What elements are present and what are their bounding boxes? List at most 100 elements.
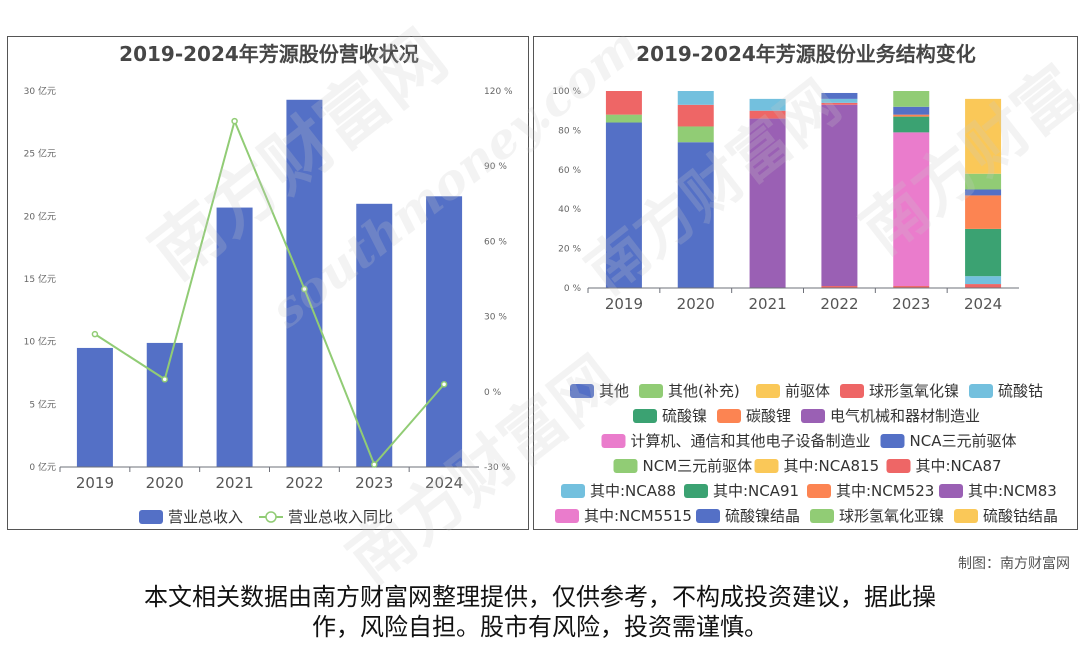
legend-label: 前驱体 xyxy=(785,382,830,400)
stack-segment xyxy=(965,195,1002,229)
revenue-bar xyxy=(76,347,113,467)
stack-segment xyxy=(677,126,714,143)
stack-segment xyxy=(605,122,642,289)
y-tick-label: 0 % xyxy=(564,284,582,294)
y-left-tick-label: 0 亿元 xyxy=(29,461,56,473)
yoy-line xyxy=(94,117,445,467)
legend-swatch xyxy=(939,484,963,498)
legend-label: 硫酸镍 xyxy=(662,407,707,425)
legend-label: 其中:NCA88 xyxy=(590,482,676,500)
legend-swatch xyxy=(633,409,657,423)
revenue-bar xyxy=(146,342,183,467)
yoy-point xyxy=(161,376,168,383)
y-left-tick-label: 15 亿元 xyxy=(24,273,56,285)
structure-chart-panel: 2019-2024年芳源股份业务结构变化 0 % 20 % 40 % 60 % 80 % 1… xyxy=(533,36,1078,530)
legend-label: 碳酸锂 xyxy=(746,407,791,425)
legend-swatch xyxy=(801,409,825,423)
y-right-tick-label: 90 % xyxy=(484,162,507,172)
stack-segment xyxy=(677,104,714,127)
y-left-tick-label: 20 亿元 xyxy=(24,210,56,222)
legend-swatch xyxy=(880,434,905,448)
legend-swatch xyxy=(969,384,993,398)
legend-swatch xyxy=(807,484,831,498)
legend-label: 计算机、通信和其他电子设备制造业 xyxy=(631,432,871,450)
x-tick-label: 2019 xyxy=(76,474,114,492)
stack-segment xyxy=(893,132,930,287)
y-right-tick-label: 120 % xyxy=(484,87,513,97)
legend-label: 其中:NCM5515 xyxy=(584,507,692,525)
legend-label: 其中:NCM523 xyxy=(836,482,934,500)
stack-segment xyxy=(677,142,714,288)
y-left-tick-label: 30 亿元 xyxy=(24,85,56,97)
chart-title: 2019-2024年芳源股份营收状况 xyxy=(119,42,419,66)
x-tick-label: 2024 xyxy=(964,295,1002,313)
yoy-point xyxy=(91,330,99,338)
legend-swatch xyxy=(840,384,864,398)
legend-label: NCM三元前驱体 xyxy=(643,457,753,475)
stack-segment xyxy=(893,91,930,107)
legend-swatch xyxy=(684,484,708,498)
legend-label: 硫酸钴结晶 xyxy=(983,507,1058,525)
y-left-tick-label: 5 亿元 xyxy=(29,398,56,410)
x-tick-label: 2020 xyxy=(677,295,715,313)
y-right-tick-label: -30 % xyxy=(484,463,511,473)
stack-segment xyxy=(749,118,786,288)
legend-swatch xyxy=(886,459,911,473)
chart-title: 2019-2024年芳源股份业务结构变化 xyxy=(636,42,976,66)
x-tick-label: 2022 xyxy=(285,474,323,492)
y-left-tick-label: 25 亿元 xyxy=(24,148,56,160)
stack-segment xyxy=(821,104,858,287)
legend-label: 其中:NCA91 xyxy=(713,482,799,500)
y-tick-label: 20 % xyxy=(558,245,581,255)
x-tick-label: 2019 xyxy=(605,295,643,313)
x-tick-label: 2021 xyxy=(748,295,786,313)
y-right-tick-label: 0 % xyxy=(484,388,502,398)
legend-label: 营业总收入 xyxy=(168,508,243,526)
legend-swatch xyxy=(756,384,780,398)
y-tick-label: 40 % xyxy=(558,205,581,215)
legend-label: 其他(补充) xyxy=(668,382,740,400)
legend-label: 营业总收入同比 xyxy=(288,508,393,526)
y-right-tick-label: 60 % xyxy=(484,237,507,247)
yoy-point xyxy=(231,117,238,125)
stack-segment xyxy=(749,110,786,119)
legend-swatch xyxy=(696,509,720,523)
y-right-tick-label: 30 % xyxy=(484,313,507,323)
x-tick-label: 2022 xyxy=(820,295,858,313)
stack-segment xyxy=(893,286,930,288)
disclaimer: 本文相关数据由南方财富网整理提供，仅供参考，不构成投资建议，据此操 作，风险自担… xyxy=(0,582,1080,642)
y-left-tick-label: 10 亿元 xyxy=(24,336,56,348)
legend-label: 球形氢氧化亚镍 xyxy=(839,507,944,525)
revenue-bar xyxy=(426,196,463,467)
x-tick-label: 2023 xyxy=(892,295,930,313)
x-tick-label: 2020 xyxy=(146,474,184,492)
legend-label: 硫酸钴 xyxy=(998,382,1043,400)
y-tick-label: 100 % xyxy=(552,87,581,97)
yoy-point xyxy=(301,285,308,293)
legend-label: 其中:NCM83 xyxy=(968,482,1057,500)
legend-label: 其他 xyxy=(599,382,629,400)
legend-bar-swatch xyxy=(139,510,163,524)
revenue-chart: 2019-2024年芳源股份营收状况 0 亿元 5 亿元 10 亿元 15 亿元 20 亿… xyxy=(24,42,513,526)
stack-segment xyxy=(677,91,714,105)
stack-segment xyxy=(893,106,930,115)
revenue-bar xyxy=(286,99,323,468)
stack-segment xyxy=(965,276,1002,285)
legend-swatch xyxy=(561,484,585,498)
revenue-bar xyxy=(216,207,253,467)
stack-segment xyxy=(893,114,930,117)
legend-line-marker xyxy=(265,511,277,523)
y-tick-label: 60 % xyxy=(558,166,581,176)
stack-segment xyxy=(821,98,858,103)
revenue-bar xyxy=(356,203,393,468)
legend-label: 硫酸镍结晶 xyxy=(725,507,800,525)
disclaimer-line-1: 本文相关数据由南方财富网整理提供，仅供参考，不构成投资建议，据此操 xyxy=(144,583,936,611)
legend-label: 球形氢氧化镍 xyxy=(869,382,959,400)
legend-swatch xyxy=(570,384,594,398)
disclaimer-line-2: 作，风险自担。股市有风险，投资需谨慎。 xyxy=(312,613,768,641)
revenue-chart-panel: 2019-2024年芳源股份营收状况 0 亿元 5 亿元 10 亿元 15 亿元 20 亿… xyxy=(7,36,529,530)
legend-label: 电气机械和器材制造业 xyxy=(830,407,980,425)
stack-segment xyxy=(965,284,1002,288)
stack-segment xyxy=(965,228,1002,277)
stack-segment xyxy=(893,116,930,133)
